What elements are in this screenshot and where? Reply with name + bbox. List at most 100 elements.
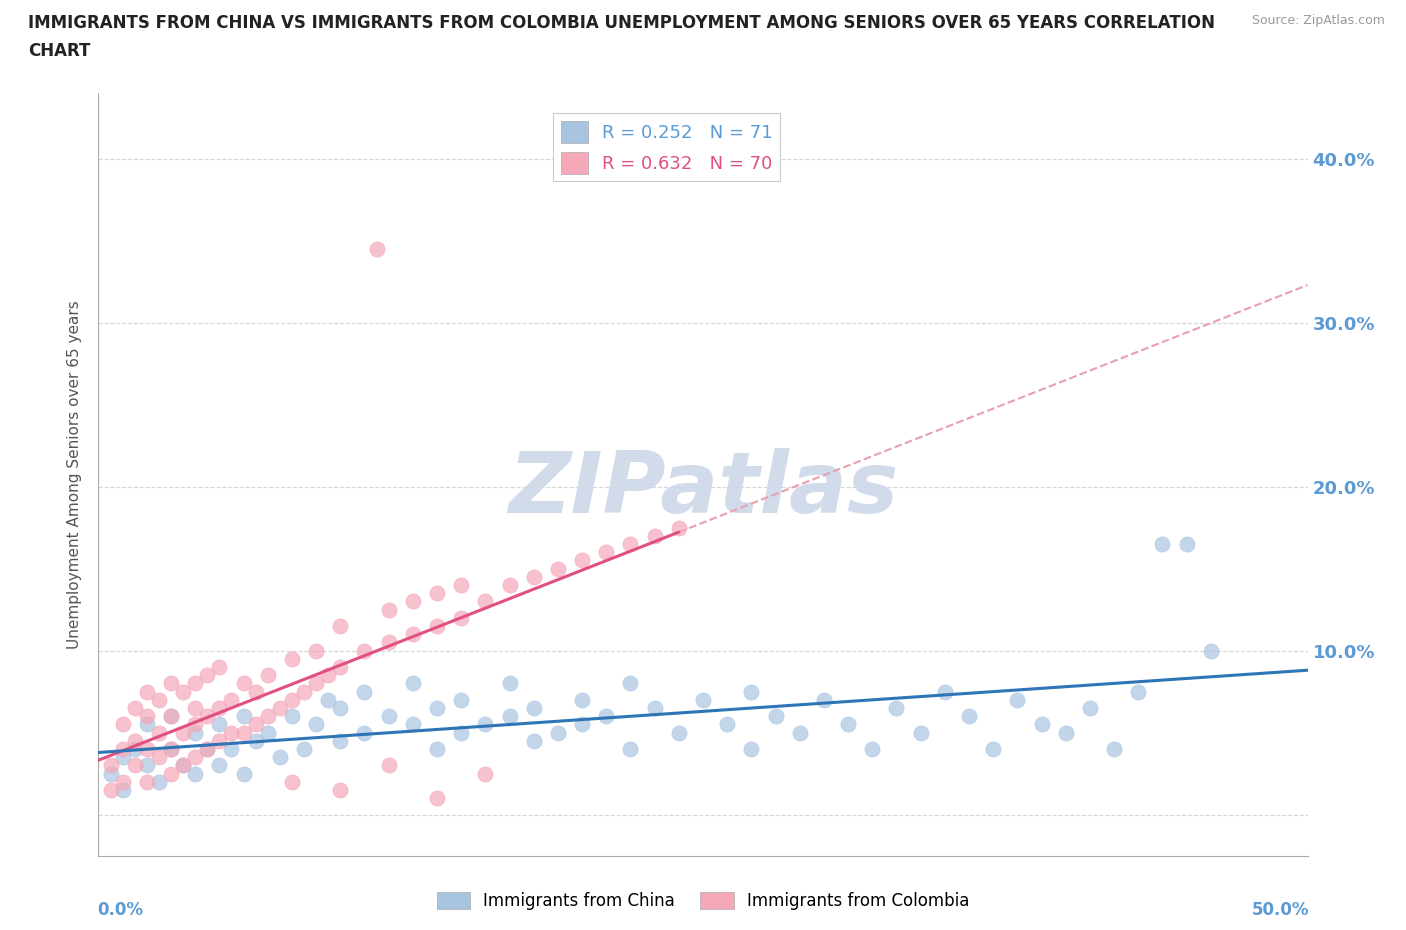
Point <box>547 725 569 740</box>
Point <box>135 684 157 699</box>
Point <box>256 709 278 724</box>
Point <box>366 242 388 257</box>
Point <box>184 700 207 715</box>
Point <box>1078 700 1101 715</box>
Point <box>1175 537 1198 551</box>
Point <box>100 782 122 797</box>
Point <box>111 750 134 764</box>
Point <box>256 668 278 683</box>
Point <box>172 758 194 773</box>
Point <box>160 709 183 724</box>
Point <box>232 709 254 724</box>
Text: CHART: CHART <box>28 42 90 60</box>
Point <box>316 692 339 707</box>
Y-axis label: Unemployment Among Seniors over 65 years: Unemployment Among Seniors over 65 years <box>67 300 83 649</box>
Point <box>450 578 472 592</box>
Point <box>377 602 399 617</box>
Point <box>160 741 183 756</box>
Point <box>498 709 520 724</box>
Point <box>160 741 183 756</box>
Point <box>281 775 304 790</box>
Point <box>160 766 183 781</box>
Point <box>668 520 690 535</box>
Point <box>195 709 218 724</box>
Point <box>281 651 304 666</box>
Point <box>619 676 641 691</box>
Point <box>281 709 304 724</box>
Point <box>450 725 472 740</box>
Point <box>595 709 617 724</box>
Point <box>450 610 472 625</box>
Point <box>402 717 425 732</box>
Point <box>571 553 593 568</box>
Point <box>184 717 207 732</box>
Point <box>124 758 146 773</box>
Point <box>269 700 291 715</box>
Point <box>353 725 375 740</box>
Text: ZIPatlas: ZIPatlas <box>508 448 898 531</box>
Point <box>221 741 243 756</box>
Point <box>232 725 254 740</box>
Point <box>208 717 231 732</box>
Point <box>402 594 425 609</box>
Point <box>1199 644 1222 658</box>
Point <box>619 537 641 551</box>
Point <box>1128 684 1150 699</box>
Point <box>160 709 183 724</box>
Point <box>426 790 449 805</box>
Point <box>329 782 352 797</box>
Point <box>910 725 932 740</box>
Point <box>377 758 399 773</box>
Point <box>716 717 738 732</box>
Point <box>208 758 231 773</box>
Point <box>305 717 328 732</box>
Point <box>124 700 146 715</box>
Point <box>377 635 399 650</box>
Point <box>245 684 267 699</box>
Point <box>668 725 690 740</box>
Point <box>172 684 194 699</box>
Point <box>474 766 496 781</box>
Point <box>426 586 449 601</box>
Point <box>256 725 278 740</box>
Text: Source: ZipAtlas.com: Source: ZipAtlas.com <box>1251 14 1385 27</box>
Point <box>111 782 134 797</box>
Point <box>789 725 811 740</box>
Point <box>474 717 496 732</box>
Point <box>740 684 762 699</box>
Point <box>837 717 859 732</box>
Point <box>245 717 267 732</box>
Point <box>184 766 207 781</box>
Point <box>402 627 425 642</box>
Point <box>813 692 835 707</box>
Legend: R = 0.252   N = 71, R = 0.632   N = 70: R = 0.252 N = 71, R = 0.632 N = 70 <box>554 113 780 181</box>
Point <box>232 766 254 781</box>
Point <box>450 692 472 707</box>
Point <box>329 700 352 715</box>
Point <box>1102 741 1125 756</box>
Point <box>547 561 569 576</box>
Point <box>740 741 762 756</box>
Point <box>316 668 339 683</box>
Point <box>208 659 231 674</box>
Point <box>692 692 714 707</box>
Point <box>644 700 666 715</box>
Point <box>292 741 315 756</box>
Point <box>329 618 352 633</box>
Point <box>111 741 134 756</box>
Point <box>100 766 122 781</box>
Point <box>981 741 1004 756</box>
Point <box>148 750 170 764</box>
Point <box>148 692 170 707</box>
Point <box>765 709 787 724</box>
Point <box>426 618 449 633</box>
Point <box>644 528 666 543</box>
Point <box>195 741 218 756</box>
Point <box>135 717 157 732</box>
Point <box>184 750 207 764</box>
Point <box>111 775 134 790</box>
Point <box>269 750 291 764</box>
Point <box>221 725 243 740</box>
Point <box>474 594 496 609</box>
Point <box>523 734 546 749</box>
